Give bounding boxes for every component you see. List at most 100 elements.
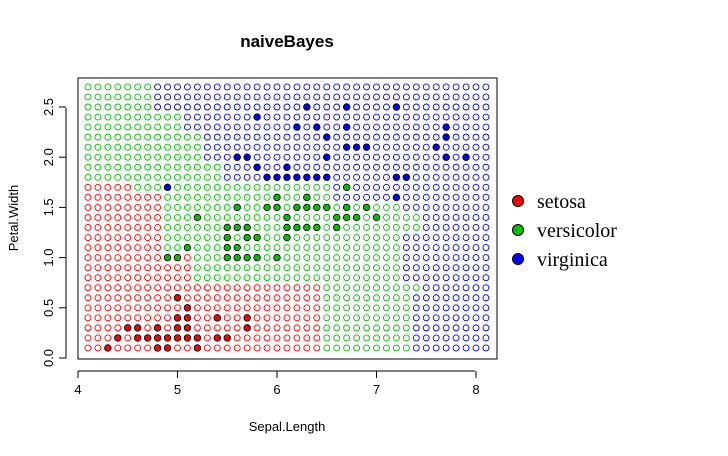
grid-cell-virginica (412, 163, 420, 171)
point-versicolor (342, 203, 351, 212)
grid-cell-versicolor (183, 163, 191, 171)
grid-cell-versicolor (144, 123, 152, 131)
grid-cell-virginica (402, 83, 410, 91)
grid-cell-setosa (114, 294, 122, 302)
grid-cell-virginica (253, 83, 261, 91)
grid-cell-virginica (353, 133, 361, 141)
grid-cell-versicolor (392, 264, 400, 272)
grid-cell-setosa (154, 224, 162, 231)
grid-cell-setosa (134, 254, 142, 262)
grid-cell-setosa (84, 274, 92, 282)
point-versicolor (183, 243, 192, 252)
grid-cell-setosa (283, 304, 291, 312)
grid-cell-versicolor (164, 113, 172, 121)
grid-cell-setosa (263, 334, 271, 342)
grid-cell-versicolor (293, 193, 301, 201)
grid-cell-versicolor (213, 203, 221, 211)
grid-cell-versicolor (193, 143, 201, 151)
grid-cell-virginica (442, 83, 450, 91)
grid-cell-versicolor (94, 163, 102, 171)
grid-cell-setosa (94, 193, 102, 201)
grid-cell-setosa (193, 314, 201, 322)
grid-cell-virginica (253, 133, 261, 141)
grid-cell-versicolor (84, 173, 92, 181)
grid-cell-virginica (462, 103, 470, 111)
grid-cell-virginica (392, 123, 400, 131)
grid-cell-setosa (313, 294, 321, 302)
grid-cell-versicolor (343, 344, 351, 352)
x-axis: 4 5 6 7 8 (74, 370, 480, 397)
grid-cell-versicolor (134, 133, 142, 141)
grid-cell-setosa (183, 284, 191, 292)
grid-cell-versicolor (104, 143, 112, 151)
grid-cell-virginica (472, 244, 480, 252)
grid-cell-virginica (482, 133, 490, 141)
grid-cell-virginica (363, 163, 370, 171)
grid-cell-virginica (333, 83, 341, 91)
grid-cell-setosa (144, 234, 152, 241)
grid-cell-virginica (353, 103, 361, 111)
grid-cell-versicolor (134, 83, 142, 91)
grid-cell-virginica (363, 123, 370, 131)
y-tick-label: 1.0 (41, 249, 56, 267)
grid-cell-virginica (373, 153, 380, 161)
grid-cell-virginica (373, 193, 380, 201)
grid-cell-setosa (154, 284, 162, 292)
point-virginica (442, 133, 450, 141)
grid-cell-virginica (223, 83, 231, 91)
grid-cell-versicolor (164, 123, 172, 131)
grid-cell-setosa (273, 334, 281, 342)
grid-cell-versicolor (303, 244, 311, 252)
grid-cell-virginica (343, 173, 351, 181)
grid-cell-virginica (373, 163, 380, 171)
grid-cell-virginica (412, 133, 420, 141)
grid-cell-virginica (412, 294, 420, 302)
grid-cell-setosa (183, 254, 191, 262)
grid-cell-setosa (164, 284, 172, 292)
grid-cell-virginica (373, 173, 380, 181)
grid-cell-versicolor (353, 274, 361, 282)
grid-cell-versicolor (223, 264, 231, 272)
grid-cell-setosa (293, 344, 301, 352)
grid-cell-virginica (243, 93, 251, 101)
grid-cell-versicolor (253, 274, 261, 282)
grid-cell-virginica (333, 153, 341, 161)
grid-cell-virginica (472, 213, 480, 221)
grid-cell-virginica (253, 123, 261, 131)
grid-cell-virginica (363, 193, 370, 201)
grid-cell-versicolor (114, 123, 122, 131)
grid-cell-versicolor (154, 133, 162, 141)
grid-cell-versicolor (363, 224, 370, 231)
grid-cell-virginica (482, 203, 490, 211)
grid-cell-versicolor (363, 314, 370, 322)
grid-cell-virginica (412, 314, 420, 322)
grid-cell-versicolor (174, 163, 181, 171)
grid-cell-versicolor (213, 264, 221, 272)
grid-cell-versicolor (293, 234, 301, 241)
grid-cell-virginica (203, 153, 211, 161)
grid-cell-virginica (183, 103, 191, 111)
grid-cell-versicolor (114, 93, 122, 101)
grid-cell-versicolor (114, 113, 122, 121)
grid-cell-virginica (482, 234, 490, 241)
grid-cell-versicolor (263, 183, 271, 191)
grid-cell-versicolor (253, 213, 261, 221)
grid-cell-setosa (134, 344, 142, 352)
grid-cell-virginica (353, 193, 361, 201)
grid-cell-setosa (124, 294, 132, 302)
grid-cell-versicolor (203, 264, 211, 272)
grid-cell-versicolor (104, 133, 112, 141)
grid-cell-virginica (462, 314, 470, 322)
grid-cell-virginica (422, 264, 430, 272)
grid-cell-virginica (233, 103, 241, 111)
grid-cell-setosa (114, 183, 122, 191)
grid-cell-setosa (223, 344, 231, 352)
grid-cell-versicolor (263, 274, 271, 282)
grid-cell-versicolor (164, 224, 172, 231)
grid-cell-virginica (283, 133, 291, 141)
grid-cell-setosa (183, 294, 191, 302)
grid-cell-virginica (373, 113, 380, 121)
grid-cell-virginica (482, 123, 490, 131)
grid-cell-virginica (452, 123, 460, 131)
grid-cell-versicolor (263, 213, 271, 221)
